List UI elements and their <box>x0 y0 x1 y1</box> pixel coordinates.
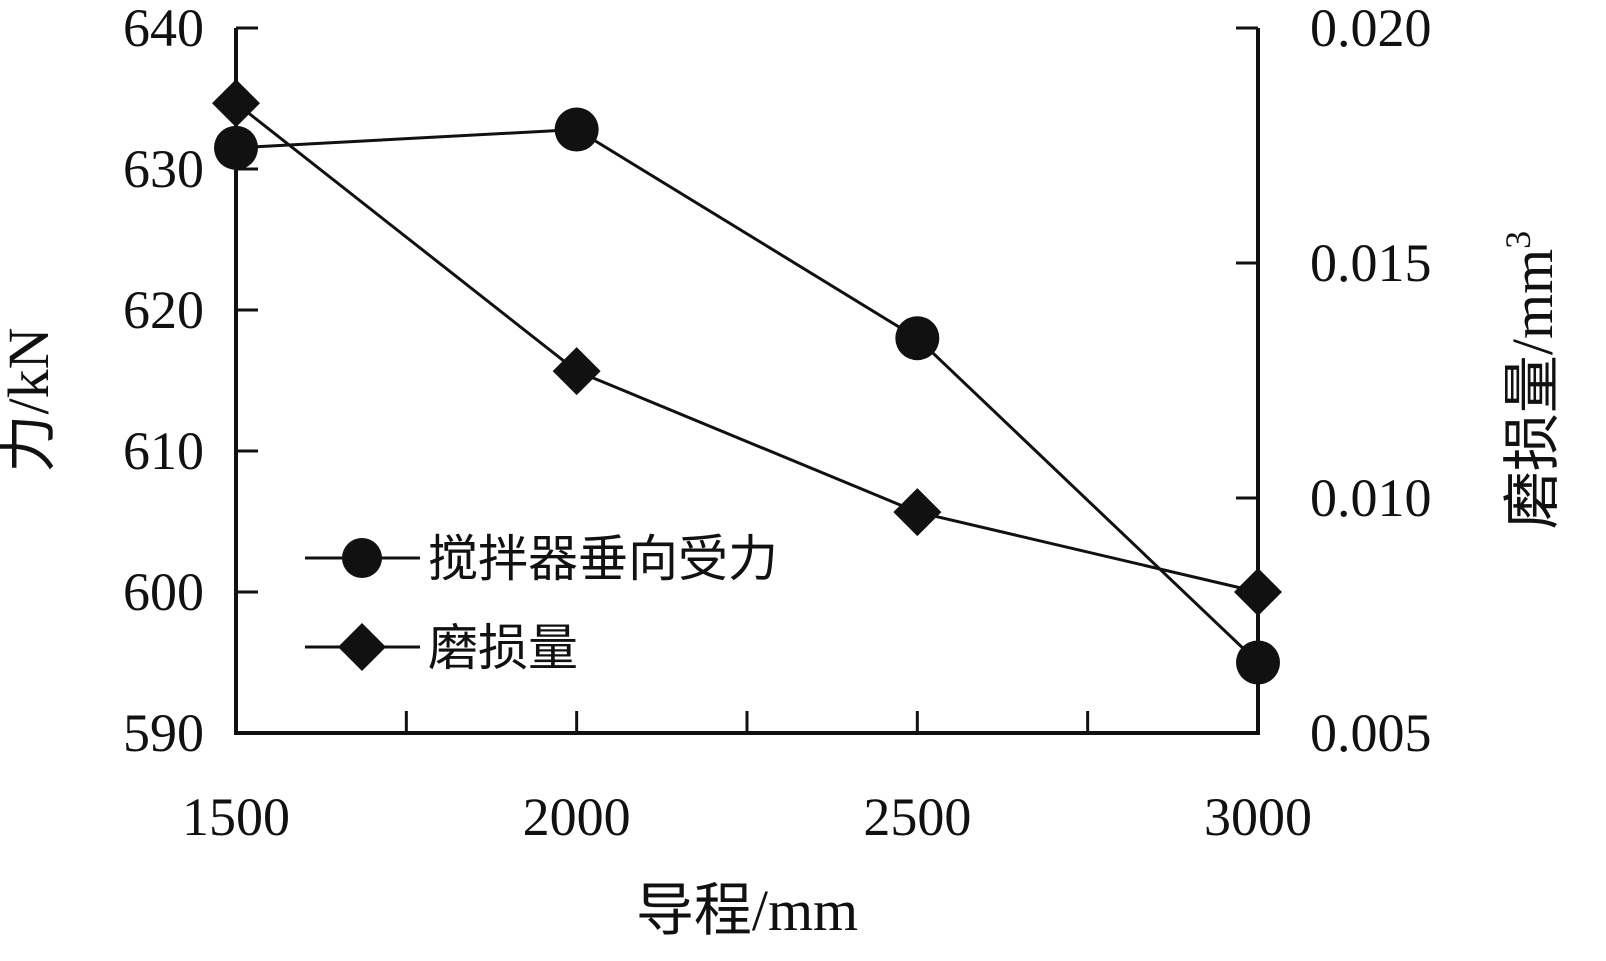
force-data-point <box>895 316 940 361</box>
right-y-tick-label: 0.005 <box>1310 703 1432 763</box>
left-y-axis-title: 力/kN <box>0 327 61 472</box>
series-layer <box>212 79 1282 685</box>
right-y-tick-label: 0.015 <box>1310 233 1432 293</box>
series-line-force <box>235 127 1260 664</box>
force-data-point <box>214 125 258 170</box>
ticks: 590 600 610 620 630 640 0.005 0.010 0.015 0.020 15… <box>123 0 1432 847</box>
wear-data-point <box>212 79 260 128</box>
right-y-axis-title-superscript: 3 <box>1498 231 1538 249</box>
legend-diamond-marker <box>338 623 386 671</box>
left-y-tick-label: 590 <box>123 703 204 763</box>
left-y-tick-label: 620 <box>123 280 204 340</box>
x-axis-title: 导程/mm <box>636 878 858 943</box>
right-y-tick-label: 0.020 <box>1310 0 1432 58</box>
x-tick-label: 2000 <box>523 787 631 847</box>
left-y-tick-label: 630 <box>123 139 204 199</box>
legend-label-force: 搅拌器垂向受力 <box>428 530 778 588</box>
right-y-tick-label: 0.010 <box>1310 468 1432 528</box>
legend-label-wear: 磨损量 <box>428 619 578 677</box>
axes <box>234 28 1260 735</box>
right-y-axis-title-text: 磨损量/mm <box>1500 249 1565 529</box>
legend-item-force: 搅拌器垂向受力 <box>305 530 778 588</box>
x-tick-label: 3000 <box>1204 787 1312 847</box>
series-line-wear <box>235 102 1259 594</box>
legend-item-wear: 磨损量 <box>305 619 578 677</box>
left-y-tick-label: 640 <box>123 0 204 58</box>
force-data-point <box>554 107 599 152</box>
legend: 搅拌器垂向受力 磨损量 <box>305 530 778 677</box>
right-y-axis-title: 磨损量/mm3 <box>1498 231 1565 529</box>
force-data-point <box>1236 640 1280 685</box>
wear-data-point <box>1234 568 1282 616</box>
left-y-tick-label: 600 <box>123 562 204 622</box>
x-tick-label: 2500 <box>863 787 971 847</box>
wear-data-point <box>552 347 601 396</box>
x-tick-label: 1500 <box>182 787 290 847</box>
wear-data-point <box>893 488 942 537</box>
left-y-tick-label: 610 <box>123 421 204 481</box>
legend-circle-marker <box>342 538 382 578</box>
